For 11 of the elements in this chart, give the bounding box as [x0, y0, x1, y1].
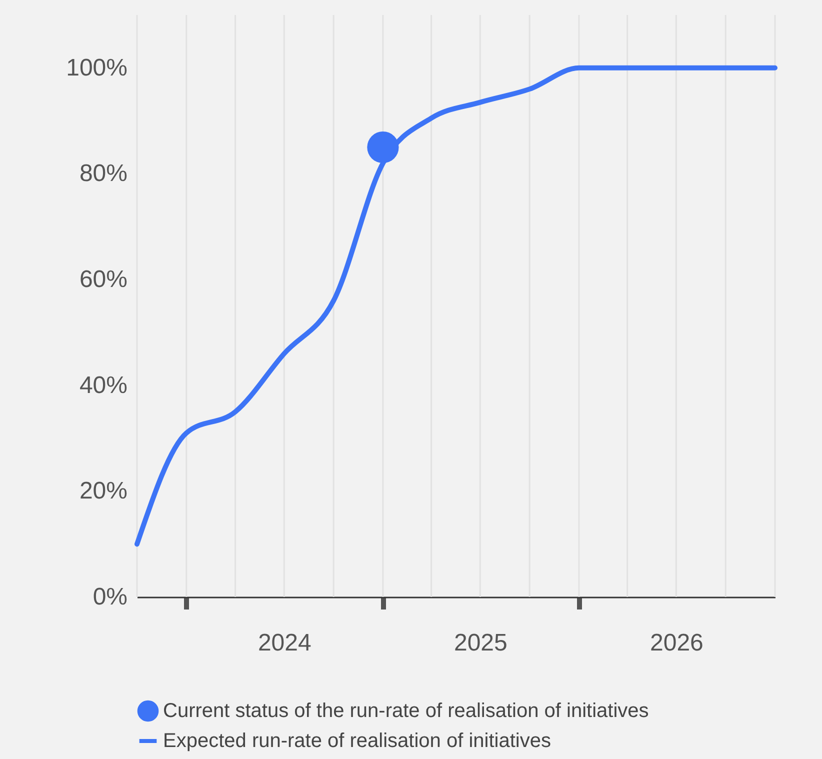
y-tick-label: 80% — [79, 160, 128, 188]
legend-label: Expected run-rate of realisation of initiatives — [163, 730, 551, 752]
x-tick-label: 2025 — [454, 630, 508, 656]
y-tick-label: 40% — [79, 372, 128, 399]
y-tick-label: 0% — [92, 584, 128, 610]
y-tick-label: 20% — [79, 478, 128, 505]
x-tick-label: 2024 — [258, 630, 312, 656]
y-tick-label: 60% — [79, 266, 128, 294]
x-tick-label: 2026 — [650, 630, 704, 656]
y-tick-label: 100% — [66, 54, 128, 82]
legend-label: Current status of the run-rate of realisation of initiatives — [163, 700, 649, 722]
